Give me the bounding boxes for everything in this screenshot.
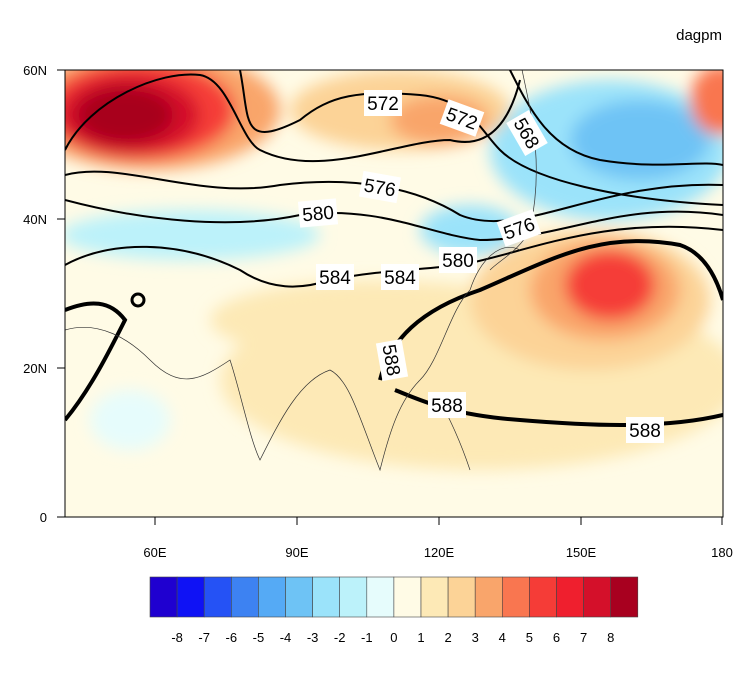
contour-label: 580 — [439, 247, 477, 273]
lon-tick-label: 120E — [424, 545, 455, 560]
contour-label-text: 588 — [629, 421, 661, 442]
colorbar-label: -2 — [334, 630, 346, 645]
colorbar: -8 -7 -6 -5 -4 -3 -2 -1 0 1 2 3 4 5 6 7 8 — [149, 576, 639, 645]
contour-label-text: 588 — [431, 396, 463, 417]
colorbar-box — [285, 576, 313, 618]
contour-label: 588 — [375, 339, 409, 381]
contour-label-text: 572 — [367, 94, 399, 115]
lon-tick-label: 180 — [711, 545, 733, 560]
units-label: dagpm — [676, 27, 722, 44]
lat-tick-label: 60N — [23, 63, 47, 78]
colorbar-box — [610, 576, 639, 618]
contour-label: 580 — [297, 198, 339, 228]
colorbar-label: -7 — [198, 630, 210, 645]
lat-tick-label: 20N — [23, 361, 47, 376]
colorbar-label: 3 — [472, 630, 479, 645]
lat-tick-label: 40N — [23, 212, 47, 227]
colorbar-box — [339, 576, 368, 618]
colorbar-box — [501, 576, 530, 618]
colorbar-label: 4 — [499, 630, 506, 645]
contour-label: 588 — [428, 392, 466, 418]
colorbar-box — [176, 576, 205, 618]
colorbar-box — [393, 576, 422, 618]
axis-ticks: 60N 40N 20N 0 60E 90E 120E 150E 180 — [23, 63, 733, 560]
colorbar-box — [231, 576, 259, 618]
map-frame — [64, 69, 724, 518]
colorbar-label: 8 — [607, 630, 614, 645]
contour-label-text: 580 — [442, 251, 474, 272]
colorbar-box — [556, 576, 584, 618]
colorbar-label: -3 — [307, 630, 319, 645]
colorbar-label: 2 — [444, 630, 451, 645]
colorbar-box — [149, 576, 178, 618]
colorbar-box — [474, 576, 503, 618]
contour-label-text: 584 — [319, 268, 351, 289]
contour-label: 576 — [359, 170, 401, 204]
colorbar-box — [258, 576, 286, 618]
colorbar-box — [203, 576, 232, 618]
colorbar-label: -8 — [171, 630, 183, 645]
contour-label: 588 — [626, 417, 664, 443]
colorbar-box — [583, 576, 611, 618]
colorbar-label: -4 — [280, 630, 292, 645]
colorbar-label: -5 — [253, 630, 265, 645]
colorbar-label: 0 — [390, 630, 397, 645]
lon-tick-label: 60E — [143, 545, 166, 560]
colorbar-label: 6 — [553, 630, 560, 645]
colorbar-label: 5 — [526, 630, 533, 645]
colorbar-box — [312, 576, 341, 618]
colorbar-box — [420, 576, 449, 618]
colorbar-label: 1 — [417, 630, 424, 645]
contour-label-text: 580 — [301, 203, 334, 227]
lon-tick-label: 90E — [285, 545, 308, 560]
contour-label: 584 — [381, 264, 419, 290]
lat-tick-label: 0 — [40, 510, 47, 525]
colorbar-box — [366, 576, 395, 618]
colorbar-label: 7 — [580, 630, 587, 645]
contour-label: 584 — [316, 264, 354, 290]
colorbar-label: -6 — [226, 630, 238, 645]
lon-tick-label: 150E — [566, 545, 597, 560]
contour-label: 572 — [364, 90, 402, 116]
colorbar-box — [529, 576, 557, 618]
contour-label-text: 584 — [384, 268, 416, 289]
colorbar-box — [447, 576, 476, 618]
colorbar-label: -1 — [361, 630, 373, 645]
